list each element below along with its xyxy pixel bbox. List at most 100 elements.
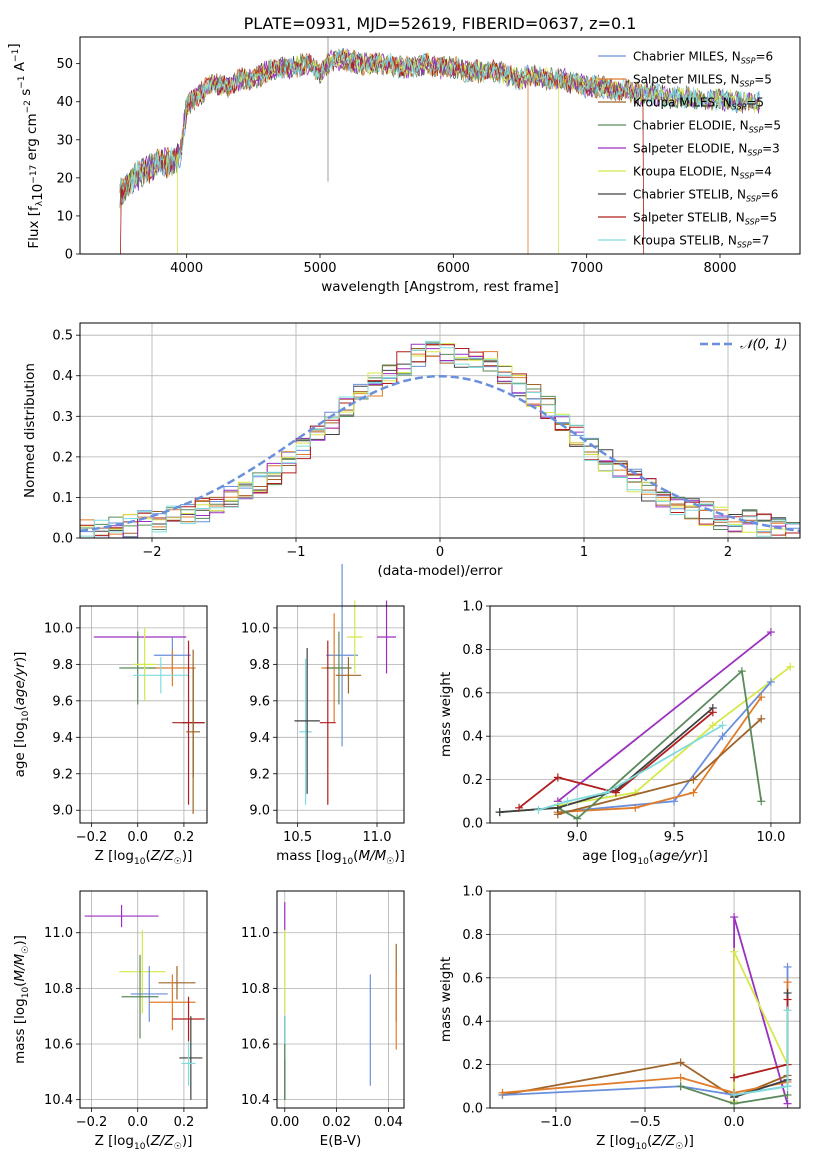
histogram-5 bbox=[79, 343, 800, 539]
x-axis-label: Z [log10(Z/Z☉)] bbox=[95, 1133, 193, 1152]
mass-weight-line-6 bbox=[499, 707, 714, 813]
tick-label-x: 0.02 bbox=[322, 1115, 351, 1130]
panel-mass-vs-EBV: 0.00 0.02 0.04 10.4 10.6 10.8 11.0 E(B-V) bbox=[241, 890, 405, 1149]
tick-label-y: 0.8 bbox=[462, 928, 483, 943]
tick-label-x: 10.5 bbox=[283, 830, 312, 845]
tick-label-y: 10.4 bbox=[241, 1093, 270, 1108]
y-axis-label: Normed distribution bbox=[22, 363, 38, 498]
tick-label-y: 10.6 bbox=[44, 1038, 73, 1053]
tick-label-y: 10.0 bbox=[241, 621, 270, 636]
tick-label-x: −1 bbox=[286, 545, 305, 560]
plot-content bbox=[93, 627, 205, 814]
tick-label-y: 0.2 bbox=[462, 773, 483, 788]
tick-label-y: 0.4 bbox=[52, 369, 73, 384]
panel-age-vs-mass: 10.5 11.0 9.0 9.2 9.4 9.6 9.8 10.0 mass [log10(M… bbox=[241, 564, 405, 867]
tick-label-y: 0.4 bbox=[462, 1015, 483, 1030]
tick-label-x: −0.2 bbox=[76, 830, 108, 845]
plot-area bbox=[277, 891, 404, 1108]
legend-label: Kroupa ELODIE, NSSP=4 bbox=[633, 165, 772, 181]
legend-label: 𝒩(0, 1) bbox=[740, 338, 787, 353]
plot-area bbox=[277, 606, 404, 823]
plots-layer: 4000 5000 6000 7000 800001020304050wavelengt… bbox=[6, 36, 801, 1152]
tick-label-y: 0.5 bbox=[52, 329, 73, 344]
tick-label-y: 0.6 bbox=[462, 686, 483, 701]
tick-label-x: 9.5 bbox=[664, 830, 685, 845]
tick-label-x: 1 bbox=[580, 545, 588, 560]
plot-content bbox=[117, 37, 761, 255]
tick-label-y: 9.2 bbox=[52, 767, 73, 782]
tick-label-y: 10.8 bbox=[44, 982, 73, 997]
tick-label-x: 0 bbox=[436, 545, 444, 560]
tick-label-y: 0 bbox=[65, 248, 73, 263]
axes-frame bbox=[79, 322, 801, 539]
tick-label-y: 1.0 bbox=[462, 885, 483, 900]
figure-title: PLATE=0931, MJD=52619, FIBERID=0637, z=0… bbox=[244, 14, 637, 33]
axes-frame bbox=[79, 890, 208, 1109]
panel-mass-vs-Z: −0.2 0.0 0.2 10.4 10.6 10.8 11.0 Z [log10(Z/Z☉)… bbox=[12, 890, 208, 1152]
y-axis-label: age [log10(age/yr)] bbox=[12, 652, 31, 778]
tick-label-x: 7000 bbox=[570, 261, 603, 276]
plot-area bbox=[490, 606, 800, 823]
mass-weight-line-5 bbox=[557, 666, 791, 807]
plot-content bbox=[79, 340, 801, 539]
tick-label-y: 0.0 bbox=[462, 817, 483, 832]
tick-label-y: 50 bbox=[56, 57, 73, 72]
mass-weight-line-1 bbox=[557, 696, 762, 813]
tick-label-x: 0.04 bbox=[374, 1115, 403, 1130]
x-axis-label: mass [log10(M/M☉)] bbox=[276, 848, 405, 867]
spectrum-line-8 bbox=[119, 48, 761, 197]
tick-label-y: 0.1 bbox=[52, 491, 73, 506]
tick-label-x: 0.2 bbox=[174, 830, 195, 845]
tick-label-y: 0.0 bbox=[462, 1102, 483, 1117]
tick-label-y: 30 bbox=[56, 133, 73, 148]
spectrum-line-0 bbox=[119, 48, 761, 202]
axes-frame bbox=[79, 36, 801, 255]
legend-label: Kroupa STELIB, NSSP=7 bbox=[633, 234, 769, 250]
tick-label-y: 9.6 bbox=[249, 694, 270, 709]
tick-label-x: −0.2 bbox=[76, 1115, 108, 1130]
x-axis-label: age [log10(age/yr)] bbox=[582, 848, 708, 867]
tick-label-y: 9.0 bbox=[52, 804, 73, 819]
tick-label-x: 10.0 bbox=[756, 830, 785, 845]
tick-label-y: 9.6 bbox=[52, 694, 73, 709]
mass-weight-line-7 bbox=[518, 711, 714, 809]
axes-frame bbox=[276, 890, 405, 1109]
tick-label-x: −1.0 bbox=[540, 1115, 572, 1130]
tick-label-x: 0.0 bbox=[724, 1115, 745, 1130]
tick-label-y: 10.8 bbox=[241, 982, 270, 997]
tick-label-y: 11.0 bbox=[44, 926, 73, 941]
tick-label-y: 9.4 bbox=[249, 731, 270, 746]
tick-label-y: 9.8 bbox=[52, 658, 73, 673]
plot-content bbox=[84, 904, 205, 1100]
tick-label-y: 9.4 bbox=[52, 731, 73, 746]
plot-content bbox=[284, 902, 397, 1100]
axes-frame bbox=[489, 890, 801, 1109]
legend-label: Salpeter ELODIE, NSSP=3 bbox=[633, 142, 780, 158]
tick-label-x: 5000 bbox=[303, 261, 336, 276]
panel-spectrum: 4000 5000 6000 7000 8000 0 10 20 30 40 50 wavelengt… bbox=[6, 36, 801, 295]
tick-label-x: 0.0 bbox=[127, 830, 148, 845]
x-axis-label: E(B-V) bbox=[320, 1133, 362, 1149]
tick-label-y: 0.2 bbox=[462, 1058, 483, 1073]
tick-label-y: 0.6 bbox=[462, 971, 483, 986]
legend-label: Chabrier ELODIE, NSSP=5 bbox=[633, 119, 781, 135]
tick-label-x: 2 bbox=[724, 545, 732, 560]
tick-label-y: 0.0 bbox=[52, 532, 73, 547]
tick-label-x: 0.0 bbox=[127, 1115, 148, 1130]
tick-label-y: 10 bbox=[56, 209, 73, 224]
legend-label: Chabrier STELIB, NSSP=6 bbox=[633, 188, 778, 204]
tick-label-y: 0.3 bbox=[52, 410, 73, 425]
tick-label-y: 10.6 bbox=[241, 1038, 270, 1053]
x-axis-label: wavelength [Angstrom, rest frame] bbox=[321, 279, 559, 295]
y-axis-label: mass weight bbox=[438, 957, 454, 1042]
tick-label-y: 10.0 bbox=[44, 621, 73, 636]
tick-label-x: 8000 bbox=[703, 261, 736, 276]
tick-label-y: 11.0 bbox=[241, 926, 270, 941]
tick-label-y: 10.4 bbox=[44, 1093, 73, 1108]
tick-label-y: 20 bbox=[56, 171, 73, 186]
plot-content bbox=[498, 913, 792, 1108]
legend-label: Salpeter STELIB, NSSP=5 bbox=[633, 211, 777, 227]
axes-frame bbox=[489, 605, 801, 824]
mass-weight-line-2 bbox=[502, 1061, 788, 1099]
